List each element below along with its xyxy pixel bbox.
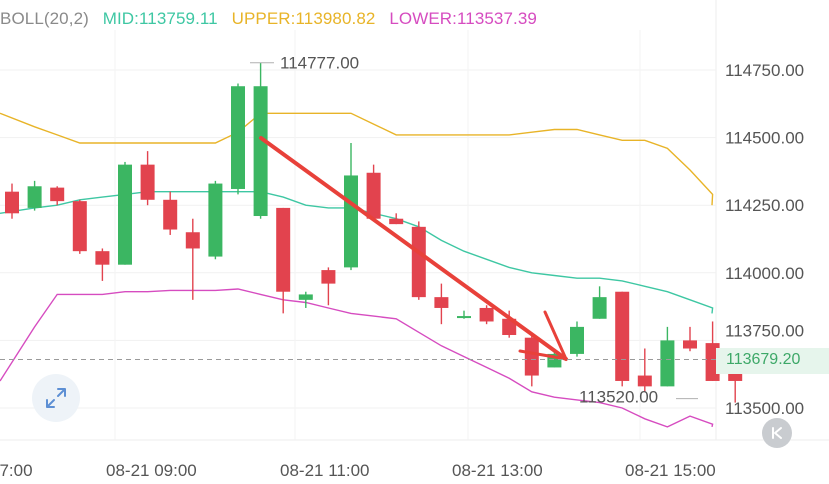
boll-legend: BOLL(20,2) MID:113759.11 UPPER:113980.82… <box>0 9 546 29</box>
candle <box>50 186 65 206</box>
candle-body <box>592 297 607 319</box>
candle-body <box>185 232 200 249</box>
candle-body <box>434 297 449 308</box>
expand-arrows-icon <box>46 388 66 408</box>
x-tick-label: 08-21 09:00 <box>106 461 197 480</box>
candle <box>434 283 449 325</box>
candle-body <box>5 191 19 214</box>
boll-upper-value: UPPER:113980.82 <box>231 9 376 28</box>
candle-body <box>50 187 65 202</box>
candle <box>366 164 381 219</box>
axis-labels: 114750.00 114500.00 114250.00 114000.00 1135… <box>0 61 804 480</box>
candle-body <box>524 337 539 376</box>
boll-upper-line <box>0 112 714 206</box>
x-tick-label: 08-21 13:00 <box>452 461 543 480</box>
candle-body <box>366 172 381 219</box>
y-tick-label: 114000.00 <box>725 264 804 283</box>
candles <box>5 62 743 403</box>
candle-body <box>570 326 584 354</box>
candle-body <box>95 251 110 265</box>
candle <box>5 183 19 219</box>
candle-body <box>27 186 42 208</box>
candle <box>411 221 426 300</box>
candle <box>389 213 404 225</box>
fullscreen-button[interactable] <box>32 374 80 422</box>
candle-body <box>615 291 630 381</box>
candle <box>592 286 607 319</box>
candle <box>140 151 155 206</box>
candle-body <box>457 316 471 319</box>
boll-lower-value: LOWER:113537.39 <box>389 9 537 28</box>
candle <box>570 321 584 357</box>
back-to-start-button[interactable] <box>762 418 792 448</box>
candle-body <box>660 340 675 387</box>
candle <box>457 310 471 319</box>
candle <box>321 267 336 306</box>
candle <box>276 207 291 314</box>
trend-arrows: 114777.00 113520.00 <box>0 54 716 407</box>
boll-lower-line <box>0 288 714 428</box>
y-tick-label: 114750.00 <box>725 61 804 80</box>
candle <box>660 326 675 387</box>
arrowhead-right <box>543 310 568 361</box>
low-annotation-label: 113520.00 <box>579 388 658 407</box>
arrowhead-left <box>518 349 568 361</box>
y-tick-label: 114500.00 <box>725 129 804 148</box>
x-tick-label: 07:00 <box>0 461 33 480</box>
x-tick-label: 08-21 15:00 <box>625 461 716 480</box>
candle <box>95 248 110 281</box>
candle <box>253 62 268 219</box>
boll-indicator-name: BOLL(20,2) <box>0 9 89 28</box>
y-tick-label: 114250.00 <box>725 196 804 215</box>
high-annotation-label: 114777.00 <box>280 54 359 73</box>
candle <box>72 199 87 254</box>
x-tick-label: 08-21 11:00 <box>280 461 369 480</box>
candle <box>118 161 132 265</box>
candle-body <box>118 164 132 265</box>
candle <box>27 180 42 211</box>
candle-body <box>411 226 426 298</box>
y-tick-label: 113750.00 <box>725 321 804 340</box>
candle <box>479 305 494 325</box>
candle-body <box>298 294 313 300</box>
candle-body <box>72 201 87 252</box>
current-price-label: 113679.20 <box>726 351 801 368</box>
candle-body <box>163 199 178 230</box>
candle-body <box>344 175 358 268</box>
back-to-start-icon <box>772 427 782 439</box>
candle <box>231 83 245 195</box>
candle <box>298 291 313 308</box>
candle-body <box>208 183 223 257</box>
trend-arrow-main <box>259 136 568 361</box>
current-price-tag: 113679.20 <box>716 348 829 374</box>
candle <box>163 191 178 235</box>
candle-body <box>683 340 697 349</box>
candle-body <box>253 86 268 217</box>
candle-body <box>637 375 652 387</box>
candle-body <box>231 86 245 189</box>
boll-bands <box>0 112 714 428</box>
candle <box>637 348 652 392</box>
candle <box>683 326 697 352</box>
y-tick-label: 113500.00 <box>725 399 804 418</box>
candle-body <box>479 307 494 322</box>
candle <box>185 218 200 300</box>
candle-body <box>140 164 155 200</box>
candle <box>615 291 630 387</box>
candle-body <box>321 270 336 284</box>
candle-body <box>276 207 291 292</box>
candle <box>208 180 223 260</box>
boll-mid-value: MID:113759.11 <box>102 9 218 28</box>
candle-body <box>389 218 404 225</box>
